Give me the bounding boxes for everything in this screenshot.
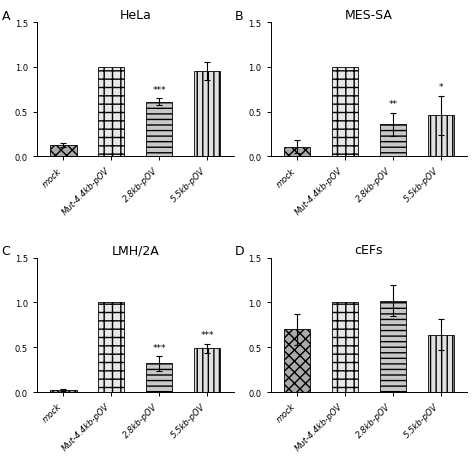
- Bar: [146, 364, 173, 392]
- Bar: [50, 391, 76, 392]
- Text: ***: ***: [153, 85, 166, 95]
- Bar: [194, 348, 220, 392]
- Bar: [194, 72, 220, 157]
- Text: D: D: [235, 245, 245, 257]
- Text: ***: ***: [201, 330, 214, 339]
- Bar: [380, 301, 406, 392]
- Title: LMH/2A: LMH/2A: [111, 244, 159, 257]
- Bar: [428, 116, 454, 157]
- Bar: [50, 146, 76, 157]
- Title: MES-SA: MES-SA: [345, 9, 393, 22]
- Title: cEFs: cEFs: [355, 244, 383, 257]
- Bar: [332, 68, 358, 157]
- Bar: [380, 125, 406, 157]
- Bar: [98, 68, 125, 157]
- Text: C: C: [1, 245, 10, 257]
- Text: ***: ***: [153, 343, 166, 352]
- Bar: [284, 147, 310, 157]
- Text: B: B: [235, 10, 244, 22]
- Text: **: **: [388, 100, 397, 109]
- Bar: [332, 303, 358, 392]
- Bar: [146, 102, 173, 157]
- Text: *: *: [438, 83, 443, 92]
- Title: HeLa: HeLa: [119, 9, 151, 22]
- Bar: [98, 303, 125, 392]
- Bar: [284, 330, 310, 392]
- Text: A: A: [1, 10, 10, 22]
- Bar: [428, 335, 454, 392]
